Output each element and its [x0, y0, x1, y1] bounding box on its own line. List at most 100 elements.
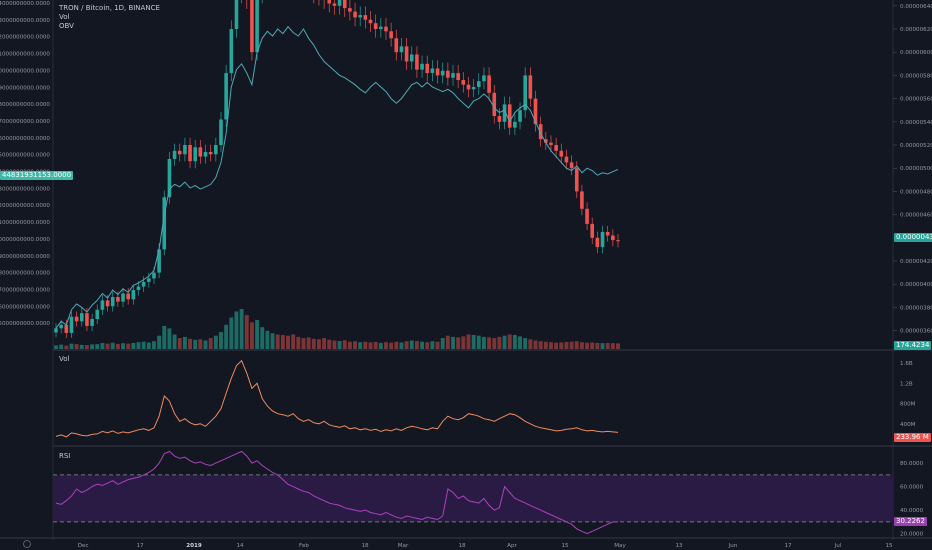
volume-bar: [301, 338, 306, 349]
candle: [399, 37, 404, 61]
candle: [183, 137, 187, 162]
volume-bar: [64, 345, 69, 349]
volume-bar: [157, 335, 162, 349]
study-vol-label[interactable]: Vol: [59, 13, 70, 21]
volume-bar: [394, 341, 399, 349]
volume-bar: [59, 344, 64, 349]
candle: [538, 116, 543, 147]
candle-body: [502, 104, 507, 122]
candle-body: [157, 249, 161, 273]
candle-body: [162, 197, 167, 250]
time-axis-label: 15: [885, 543, 893, 549]
time-axis-label: Dec: [78, 543, 89, 549]
candle-body: [404, 46, 409, 62]
candle-body: [523, 75, 527, 111]
rsi-pane-label[interactable]: RSI: [59, 452, 70, 460]
volume-bar: [95, 344, 100, 349]
candle-body: [425, 63, 430, 74]
candle-body: [513, 121, 517, 128]
volume-bar: [512, 334, 517, 349]
volume-bar: [306, 337, 311, 349]
left-axis-tick: 48000000000.0000: [0, 102, 50, 108]
candle: [456, 64, 460, 89]
candle: [90, 313, 94, 332]
volume-bar: [162, 325, 167, 349]
candle-body: [544, 139, 548, 143]
candle-body: [585, 208, 589, 224]
volume-bar: [523, 338, 528, 349]
volume-bar: [79, 344, 84, 349]
candle: [229, 20, 234, 82]
candle-body: [110, 296, 115, 307]
volume-bar: [353, 341, 358, 349]
volume-bar: [270, 333, 275, 349]
candle: [425, 55, 430, 82]
time-axis-label: 2019: [186, 543, 202, 549]
volume-bar: [280, 334, 285, 349]
volume-bar: [549, 342, 553, 349]
candle-body: [394, 38, 399, 53]
candle: [595, 231, 600, 254]
candle-body: [105, 300, 110, 307]
rsi-axis-tick: 20.0000: [900, 532, 924, 538]
vol-pane-label[interactable]: Vol: [59, 355, 70, 363]
time-axis-label: Jul: [834, 543, 842, 549]
volume-bar: [265, 330, 270, 349]
candle: [323, 0, 325, 9]
volume-bar: [440, 338, 445, 349]
candle-body: [327, 0, 332, 4]
candle-body: [492, 92, 497, 116]
candle-body: [373, 23, 378, 29]
candle-body: [64, 324, 69, 333]
candle-body: [208, 151, 213, 155]
timezone-icon[interactable]: [23, 540, 31, 548]
candle-body: [193, 147, 198, 162]
time-axis-label: Apr: [507, 543, 517, 549]
candle-body: [399, 46, 404, 53]
vol-pane-axis: 1.6B 1.2B 800M 400M: [900, 361, 916, 428]
symbol-title[interactable]: TRON / Bitcoin, 1D, BINANCE: [58, 4, 160, 12]
volume-bar: [554, 342, 559, 349]
candle: [611, 229, 615, 247]
candle-body: [90, 319, 94, 326]
candle: [487, 67, 491, 101]
candle-body: [74, 316, 79, 322]
candle-body: [54, 328, 58, 333]
candle-body: [487, 75, 491, 93]
candle: [214, 137, 218, 162]
volume-bar: [193, 339, 198, 349]
volume-bar: [616, 343, 620, 349]
volume-bar: [543, 341, 548, 349]
candle: [476, 73, 481, 95]
candle-body: [554, 145, 558, 151]
candle: [409, 46, 414, 70]
right-axis-tick: 0.00000580: [900, 73, 932, 79]
volume-tag: 174.4234: [894, 341, 932, 350]
volume-bar: [466, 334, 471, 349]
volume-bar: [456, 337, 461, 349]
candle: [523, 67, 527, 118]
candle: [95, 304, 100, 325]
volume-bar: [507, 334, 512, 349]
candle-body: [456, 73, 460, 81]
candle: [440, 62, 445, 84]
volume-bar: [146, 342, 151, 349]
candle: [368, 10, 373, 32]
candle-body: [435, 68, 440, 76]
candle: [451, 64, 455, 86]
candle: [234, 0, 239, 38]
candle-body: [188, 145, 192, 162]
volume-bar: [451, 336, 455, 349]
study-obv-label[interactable]: OBV: [59, 22, 74, 30]
volume-bar: [487, 337, 492, 349]
volume-bar: [518, 336, 522, 349]
volume-bar: [528, 339, 533, 349]
candle-body: [616, 240, 620, 242]
candle-body: [384, 26, 388, 32]
volume-bar: [337, 341, 342, 349]
right-axis-tick: 0.00000380: [900, 305, 932, 311]
volume-bar: [342, 340, 347, 349]
volume-bar: [291, 334, 296, 349]
candle: [64, 319, 69, 338]
